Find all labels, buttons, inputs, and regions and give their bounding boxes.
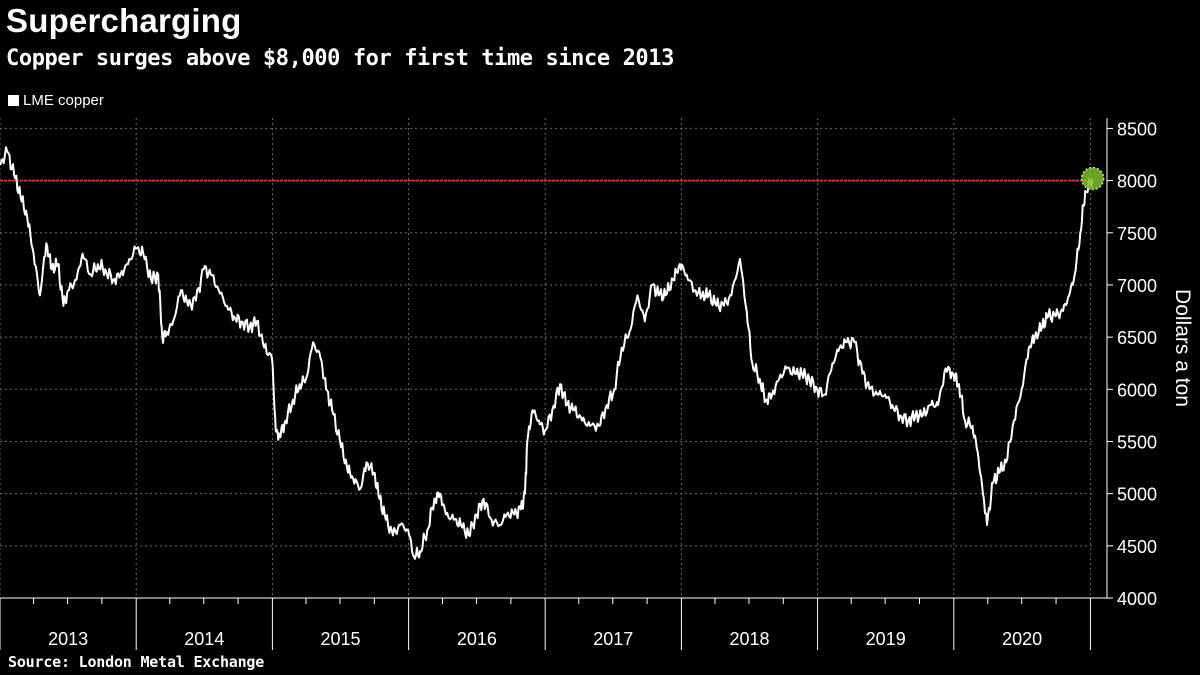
- x-tick-label: 2015: [320, 629, 360, 649]
- y-tick-label: 5000: [1117, 485, 1157, 505]
- legend-swatch: [8, 95, 19, 106]
- x-tick-label: 2017: [593, 629, 633, 649]
- grid: [0, 118, 1093, 599]
- x-tick-label: 2020: [1002, 629, 1042, 649]
- highlight-marker: [1080, 166, 1105, 191]
- y-tick-label: 4000: [1117, 589, 1157, 609]
- legend: LME copper: [8, 92, 104, 109]
- x-tick-label: 2018: [729, 629, 769, 649]
- y-tick-label: 8000: [1117, 172, 1157, 192]
- y-tick-label: 6000: [1117, 380, 1157, 400]
- x-tick-label: 2014: [184, 629, 224, 649]
- y-tick-label: 4500: [1117, 537, 1157, 557]
- x-tick-label: 2019: [866, 629, 906, 649]
- series-layer: [0, 146, 1094, 560]
- y-tick-label: 8500: [1117, 119, 1157, 139]
- chart-title: Supercharging: [6, 2, 242, 39]
- y-tick-label: 6500: [1117, 328, 1157, 348]
- y-tick-label: 7500: [1117, 224, 1157, 244]
- y-tick-label: 5500: [1117, 432, 1157, 452]
- y-axis-label: Dollars a ton: [1171, 289, 1194, 407]
- chart-subtitle: Copper surges above $8,000 for first tim…: [6, 46, 674, 71]
- x-tick-label: 2013: [48, 629, 88, 649]
- x-tick-label: 2016: [457, 629, 497, 649]
- marker-layer: [1080, 166, 1105, 191]
- legend-label: LME copper: [23, 92, 104, 109]
- y-tick-label: 7000: [1117, 276, 1157, 296]
- series-line-lme-copper: [0, 146, 1094, 560]
- axes: 4000 4500 5000 5500 6000 6500 7000 7500 8000 8500…: [0, 118, 1157, 650]
- source-note: Source: London Metal Exchange: [8, 653, 265, 671]
